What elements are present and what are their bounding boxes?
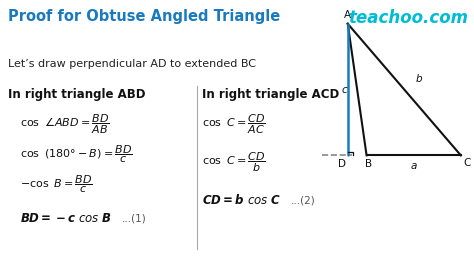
Text: In right triangle ACD: In right triangle ACD: [201, 88, 339, 101]
Text: $\cos\ C = \dfrac{CD}{b}$: $\cos\ C = \dfrac{CD}{b}$: [201, 150, 265, 174]
Text: A: A: [344, 10, 351, 20]
Text: ...(2): ...(2): [291, 195, 316, 205]
Text: Let’s draw perpendicular AD to extended BC: Let’s draw perpendicular AD to extended …: [9, 59, 256, 69]
Text: a: a: [410, 161, 417, 171]
Text: teachoo.com: teachoo.com: [348, 9, 468, 27]
Text: $\cos\ (180° - B) = \dfrac{BD}{c}$: $\cos\ (180° - B) = \dfrac{BD}{c}$: [20, 143, 133, 165]
Text: $\boldsymbol{BD = -c\ \mathit{cos}\ B}$: $\boldsymbol{BD = -c\ \mathit{cos}\ B}$: [20, 212, 112, 225]
Text: c: c: [342, 85, 348, 95]
Text: In right triangle ABD: In right triangle ABD: [9, 88, 146, 101]
Text: b: b: [416, 74, 423, 84]
Text: D: D: [337, 159, 346, 169]
Text: $\cos\ \angle ABD = \dfrac{BD}{AB}$: $\cos\ \angle ABD = \dfrac{BD}{AB}$: [20, 112, 110, 135]
Text: $-\cos\ B = \dfrac{BD}{c}$: $-\cos\ B = \dfrac{BD}{c}$: [20, 174, 93, 195]
Text: ...(1): ...(1): [121, 214, 146, 223]
Text: Proof for Obtuse Angled Triangle: Proof for Obtuse Angled Triangle: [9, 9, 281, 24]
Text: B: B: [365, 159, 373, 169]
Text: $\boldsymbol{CD = b\ \mathit{cos}\ C}$: $\boldsymbol{CD = b\ \mathit{cos}\ C}$: [201, 193, 281, 207]
Text: C: C: [463, 158, 471, 168]
Text: $\cos\ C = \dfrac{CD}{AC}$: $\cos\ C = \dfrac{CD}{AC}$: [201, 112, 265, 135]
